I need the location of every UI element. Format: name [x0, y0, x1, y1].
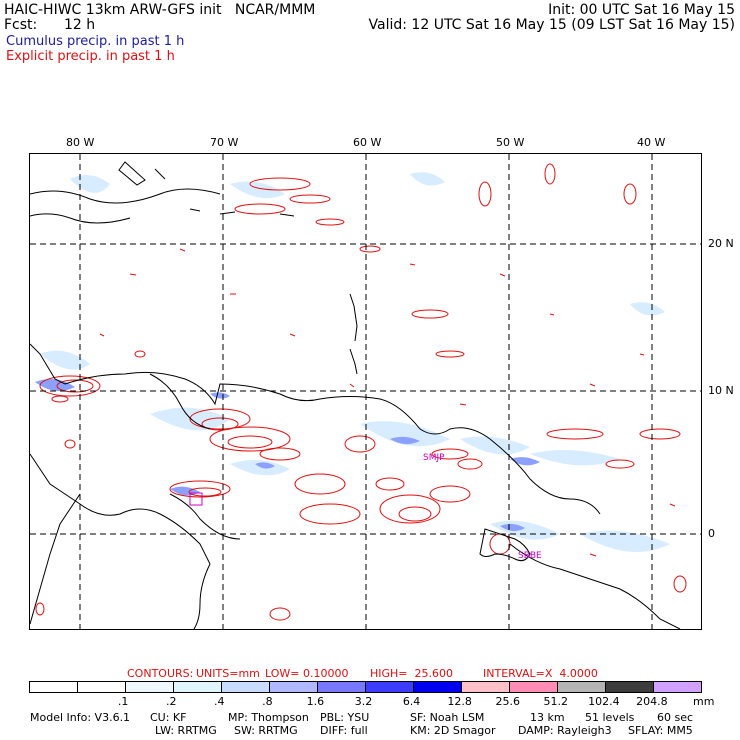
colorbar-swatch — [270, 682, 318, 692]
model-info-item: SW: RRTMG — [234, 724, 298, 737]
colorbar-tick-label: 12.8 — [447, 695, 472, 708]
lon-label-60w: 60 W — [353, 136, 382, 149]
explicit-precip-contours — [35, 163, 687, 621]
colorbar-swatch — [30, 682, 78, 692]
colorbar-swatch — [414, 682, 462, 692]
colorbar-tick-label: .2 — [165, 695, 177, 708]
cumulus-legend: Cumulus precip. in past 1 h — [6, 34, 185, 49]
colorbar-swatch — [318, 682, 366, 692]
station-label-sbbe: SBBE — [518, 551, 542, 561]
colorbar-swatch — [606, 682, 654, 692]
lon-label-80w: 80 W — [66, 136, 95, 149]
model-info-item: 13 km — [530, 711, 565, 724]
lon-label-70w: 70 W — [210, 136, 239, 149]
station-label-smjp: SMJP — [423, 453, 445, 463]
explicit-legend: Explicit precip. in past 1 h — [6, 49, 175, 64]
station-markers — [189, 492, 203, 506]
contours-label: CONTOURS: — [127, 667, 194, 680]
contours-low: LOW= 0.10000 — [265, 667, 349, 680]
lon-label-50w: 50 W — [496, 136, 525, 149]
model-info-item: KM: 2D Smagor — [410, 724, 496, 737]
colorbar-tick-label: 51.2 — [543, 695, 569, 708]
colorbar-swatch — [558, 682, 606, 692]
model-info-item: MP: Thompson — [228, 711, 309, 724]
lat-label-10n: 10 N — [708, 384, 734, 397]
colorbar-unit: mm — [693, 695, 715, 708]
colorbar — [29, 681, 702, 693]
colorbar-swatch — [654, 682, 701, 692]
colorbar-swatch — [510, 682, 558, 692]
colorbar-tick-label: .8 — [262, 695, 273, 708]
precip-map: SMJP SBBE — [29, 153, 702, 630]
cumulus-precip-areas — [40, 172, 670, 552]
model-info-item: LW: RRTMG — [155, 724, 217, 737]
colorbar-swatch — [126, 682, 174, 692]
model-info-item: DAMP: Rayleigh3 — [518, 724, 612, 737]
forecast-hour: 12 h — [64, 17, 96, 33]
lat-label-0: 0 — [708, 527, 715, 540]
colorbar-tick-label: 25.6 — [495, 695, 520, 708]
contours-high: HIGH= 25.600 — [370, 667, 454, 680]
colorbar-swatch — [222, 682, 270, 692]
model-info-item: CU: KF — [150, 711, 187, 724]
init-time: Init: 00 UTC Sat 16 May 15 — [548, 2, 735, 18]
colorbar-swatch — [462, 682, 510, 692]
model-info-item: PBL: YSU — [320, 711, 370, 724]
colorbar-swatch — [174, 682, 222, 692]
forecast-label: Fcst: — [4, 17, 38, 33]
colorbar-tick-label: .1 — [117, 695, 129, 708]
contours-units: UNITS=mm — [196, 667, 260, 680]
colorbar-tick-label: 1.6 — [306, 695, 325, 708]
colorbar-tick-label: 204.8 — [636, 695, 668, 708]
model-info-item: 60 sec — [657, 711, 694, 724]
colorbar-tick-label: 6.4 — [402, 695, 421, 708]
colorbar-tick-label: .4 — [214, 695, 225, 708]
colorbar-tick-label: 102.4 — [588, 695, 620, 708]
valid-time: Valid: 12 UTC Sat 16 May 15 (09 LST Sat … — [368, 17, 735, 33]
coastlines — [30, 161, 681, 629]
lon-label-40w: 40 W — [637, 136, 666, 149]
cumulus-heavy-areas — [35, 378, 540, 532]
model-info-item: DIFF: full — [320, 724, 368, 737]
model-info-item: SFLAY: MM5 — [628, 724, 693, 737]
colorbar-swatch — [366, 682, 414, 692]
lat-label-20n: 20 N — [708, 237, 734, 250]
contours-interval: INTERVAL=X 4.0000 — [483, 667, 598, 680]
station-box — [189, 492, 203, 506]
model-info-item: 51 levels — [585, 711, 635, 724]
map-canvas: SMJP SBBE — [30, 154, 701, 629]
model-info-item: Model Info: V3.6.1 — [30, 711, 131, 724]
colorbar-swatch — [78, 682, 126, 692]
model-info-item: SF: Noah LSM — [410, 711, 485, 724]
model-title: HAIC-HIWC 13km ARW-GFS init NCAR/MMM — [4, 2, 316, 18]
colorbar-tick-label: 3.2 — [354, 695, 373, 708]
graticule — [30, 154, 701, 629]
